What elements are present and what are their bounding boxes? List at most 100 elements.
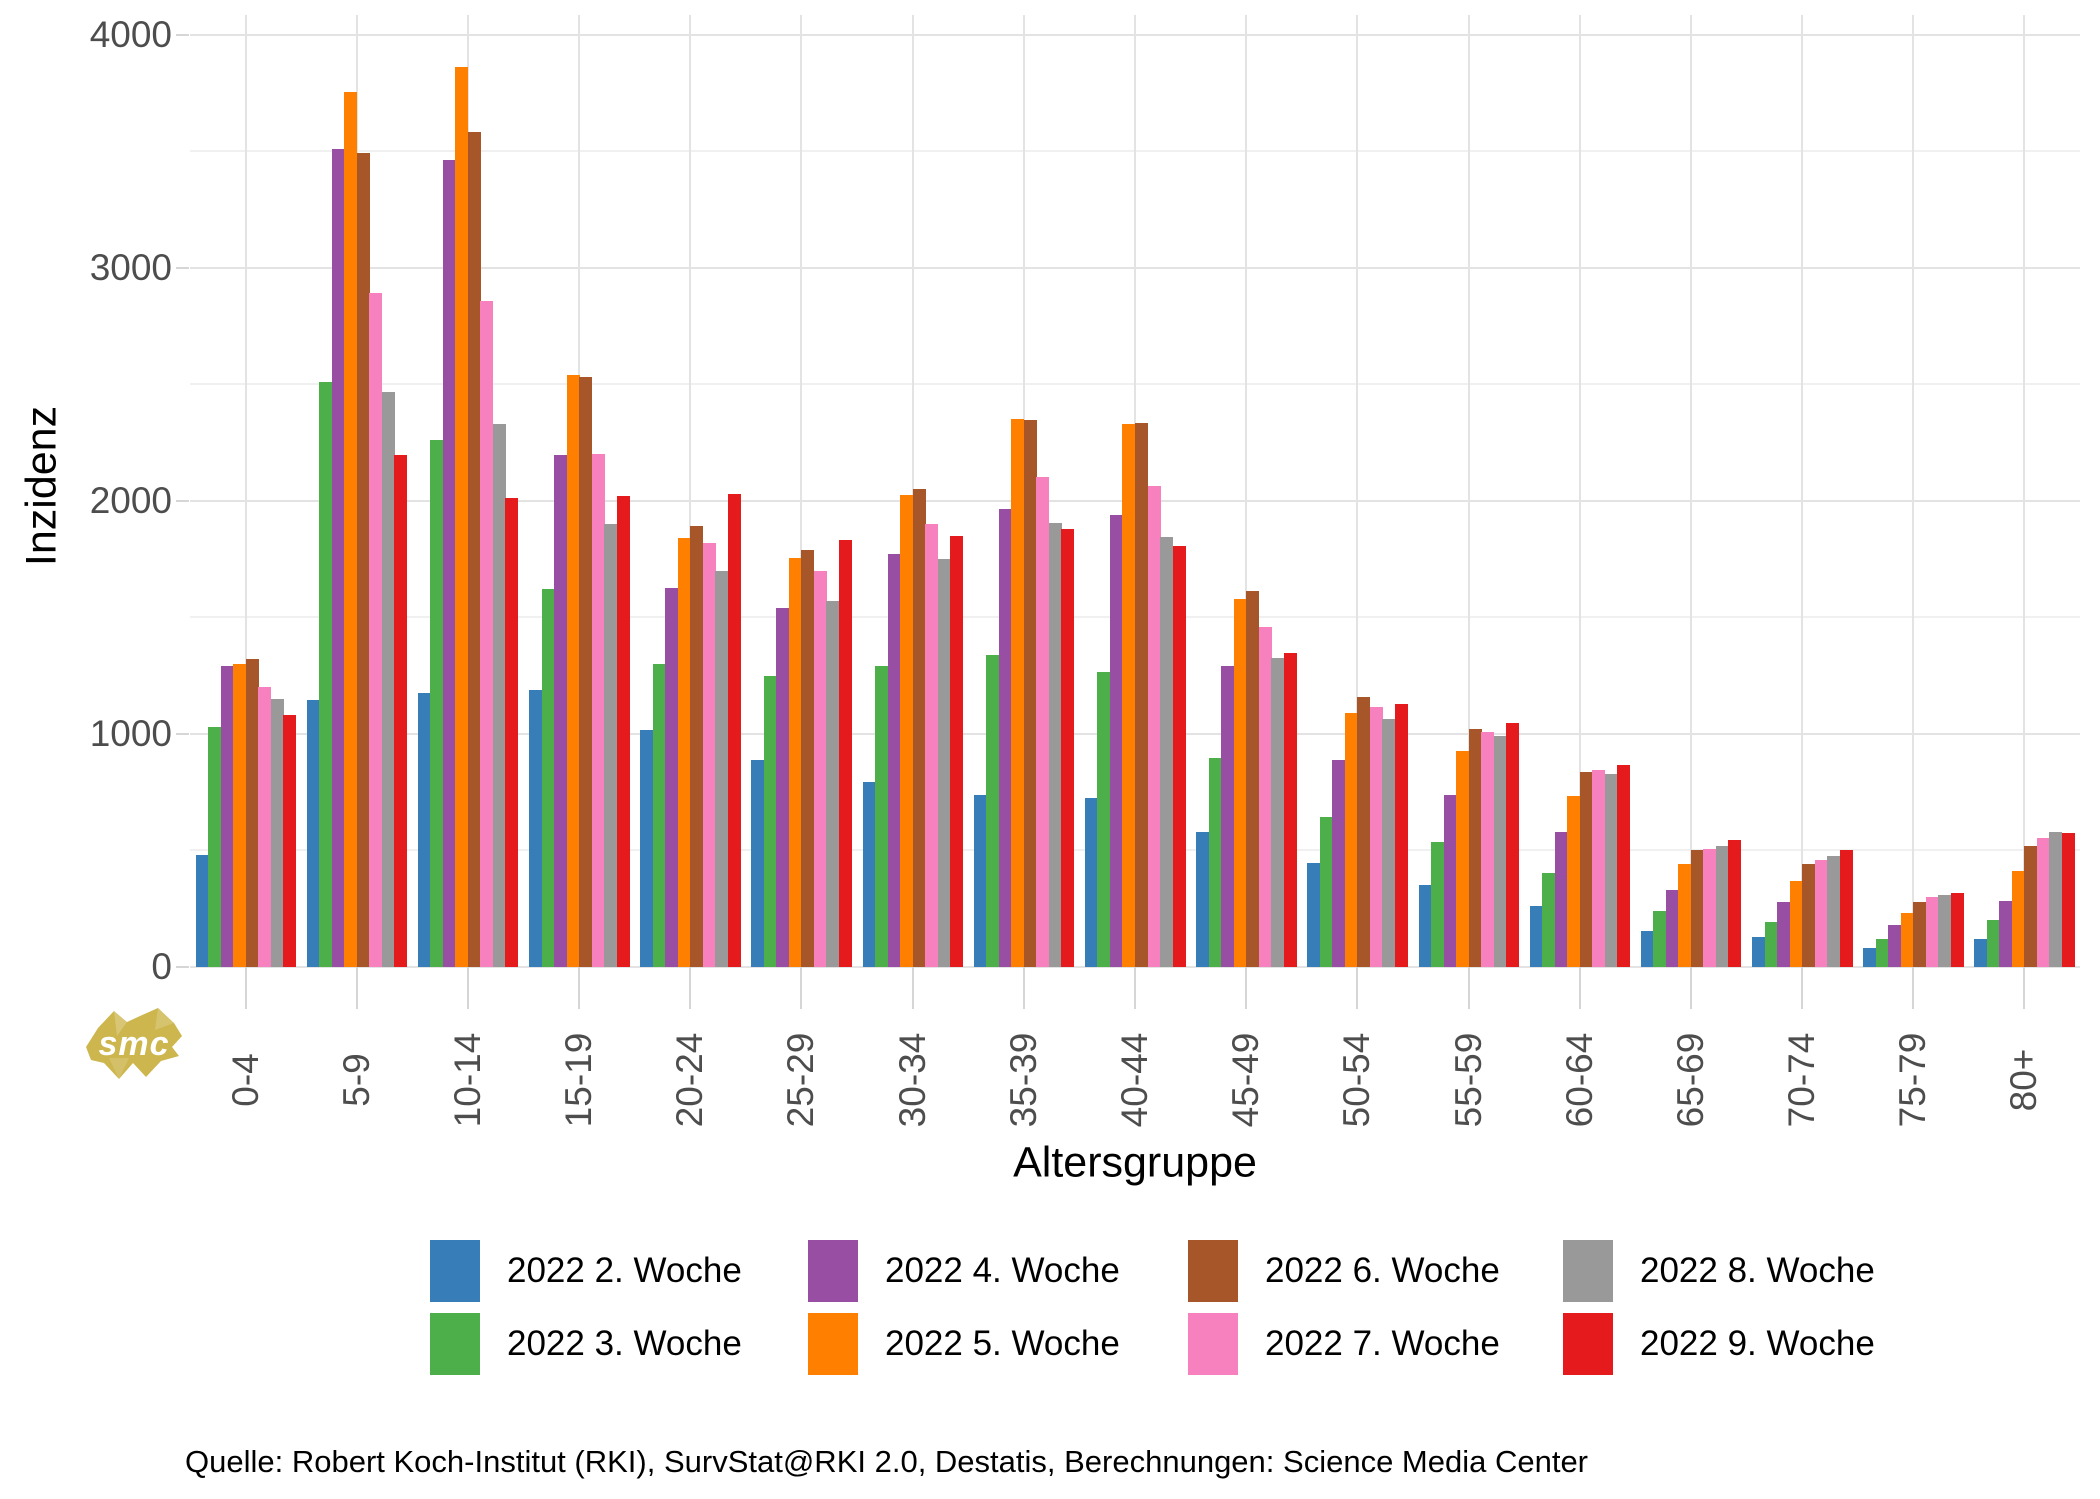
legend-label: 2022 9. Woche (1640, 1324, 1875, 1363)
bar-70-74-2022-3-woche (1764, 921, 1778, 967)
bar-25-29-2022-6-woche (801, 549, 815, 967)
x-axis-tick (355, 967, 358, 1009)
bar-30-34-2022-8-woche (937, 559, 951, 967)
y-axis-tick-label: 3000 (89, 246, 172, 288)
y-axis-tick (176, 33, 189, 36)
bar-60-64-2022-7-woche (1592, 770, 1606, 967)
bar-65-69-2022-2-woche (1640, 930, 1654, 967)
legend-swatch (808, 1313, 858, 1375)
bar-65-69-2022-4-woche (1665, 890, 1679, 967)
bar-20-24-2022-9-woche (727, 493, 741, 967)
bar-50-54-2022-9-woche (1394, 703, 1408, 967)
bar-60-64-2022-3-woche (1542, 872, 1556, 967)
bar-80+-2022-8-woche (2049, 831, 2063, 967)
legend-item: 2022 7. Woche (1188, 1313, 1500, 1375)
bar-10-14-2022-2-woche (417, 693, 431, 967)
x-axis-tick-label: 30-34 (891, 1032, 933, 1128)
bar-40-44-2022-2-woche (1084, 797, 1098, 967)
legend-swatch (430, 1240, 480, 1302)
bar-65-69-2022-3-woche (1653, 911, 1667, 967)
bar-15-19-2022-9-woche (616, 496, 630, 967)
bar-65-69-2022-6-woche (1690, 850, 1704, 967)
legend-item: 2022 9. Woche (1563, 1313, 1875, 1375)
bar-35-39-2022-8-woche (1048, 522, 1062, 967)
bar-10-14-2022-4-woche (442, 160, 456, 967)
bar-5-9-2022-2-woche (306, 700, 320, 967)
bar-15-19-2022-8-woche (604, 524, 618, 967)
bar-55-59-2022-5-woche (1456, 751, 1470, 967)
bar-55-59-2022-3-woche (1431, 842, 1444, 967)
x-axis-tick (689, 967, 692, 1009)
bar-80+-2022-4-woche (1999, 900, 2013, 967)
smc-logo-facet (155, 1008, 174, 1030)
bar-65-69-2022-9-woche (1728, 839, 1742, 967)
x-axis-tick (1356, 967, 1359, 1009)
bar-0-4-2022-6-woche (245, 659, 259, 967)
x-axis-tick-label: 5-9 (335, 1053, 377, 1107)
x-axis-tick-label: 15-19 (558, 1032, 600, 1128)
legend-label: 2022 6. Woche (1265, 1251, 1500, 1290)
legend-item: 2022 3. Woche (430, 1313, 742, 1375)
bar-25-29-2022-8-woche (826, 601, 840, 967)
bar-50-54-2022-4-woche (1332, 759, 1346, 967)
bar-30-34-2022-4-woche (887, 554, 901, 967)
bar-70-74-2022-2-woche (1752, 936, 1766, 967)
x-axis-tick-label: 70-74 (1781, 1032, 1823, 1128)
bar-45-49-2022-2-woche (1196, 831, 1210, 967)
x-axis-tick (1245, 967, 1248, 1009)
x-axis-tick-label: 60-64 (1558, 1032, 1600, 1128)
smc-logo: smc (86, 1008, 182, 1079)
bar-5-9-2022-3-woche (319, 381, 333, 967)
bar-40-44-2022-9-woche (1172, 546, 1186, 967)
bar-5-9-2022-7-woche (369, 293, 383, 967)
x-axis-tick-label: 75-79 (1892, 1032, 1934, 1128)
bar-20-24-2022-5-woche (677, 538, 691, 967)
bar-75-79-2022-4-woche (1888, 925, 1902, 967)
gridline-x (2023, 15, 2026, 967)
bar-75-79-2022-7-woche (1925, 897, 1939, 967)
x-axis-tick-label: 10-14 (446, 1032, 488, 1128)
bar-30-34-2022-9-woche (950, 535, 964, 967)
bar-0-4-2022-3-woche (208, 726, 222, 967)
smc-logo-text: smc (98, 1025, 169, 1063)
smc-logo-facet (109, 1058, 129, 1079)
x-axis-tick (911, 967, 914, 1009)
y-axis-tick-label: 4000 (89, 13, 172, 55)
bar-20-24-2022-4-woche (665, 588, 679, 967)
legend-label: 2022 7. Woche (1265, 1324, 1500, 1363)
x-axis-tick-label: 80+ (2003, 1048, 2045, 1112)
bar-45-49-2022-6-woche (1246, 590, 1260, 967)
legend-label: 2022 8. Woche (1640, 1251, 1875, 1290)
bar-20-24-2022-2-woche (640, 730, 654, 967)
y-axis-tick-label: 1000 (89, 712, 172, 754)
y-axis-tick (176, 732, 189, 735)
bar-50-54-2022-3-woche (1319, 816, 1333, 967)
bar-75-79-2022-6-woche (1913, 901, 1927, 967)
bar-60-64-2022-5-woche (1567, 795, 1581, 967)
bar-10-14-2022-6-woche (467, 132, 481, 967)
bar-55-59-2022-4-woche (1443, 794, 1457, 967)
legend-label: 2022 2. Woche (507, 1251, 742, 1290)
bar-45-49-2022-4-woche (1221, 666, 1235, 967)
bar-15-19-2022-5-woche (566, 374, 580, 967)
x-axis-tick-label: 50-54 (1336, 1032, 1378, 1128)
bar-50-54-2022-8-woche (1382, 718, 1396, 967)
bar-70-74-2022-6-woche (1802, 863, 1816, 967)
bar-15-19-2022-6-woche (579, 377, 593, 967)
x-axis-tick (1689, 967, 1692, 1009)
bar-35-39-2022-9-woche (1061, 528, 1075, 967)
gridline-x (689, 15, 692, 967)
bar-35-39-2022-2-woche (973, 794, 987, 967)
bar-50-54-2022-6-woche (1357, 696, 1371, 967)
bar-80+-2022-3-woche (1986, 920, 2000, 967)
x-axis-tick (1912, 967, 1915, 1009)
bar-10-14-2022-7-woche (480, 301, 494, 967)
bar-20-24-2022-8-woche (715, 570, 729, 967)
bar-40-44-2022-6-woche (1135, 422, 1148, 967)
bar-35-39-2022-6-woche (1023, 420, 1037, 967)
x-axis-tick (2023, 967, 2026, 1009)
x-axis-title: Altersgruppe (1013, 1138, 1257, 1187)
bar-45-49-2022-5-woche (1233, 598, 1247, 967)
bar-0-4-2022-7-woche (258, 687, 272, 967)
